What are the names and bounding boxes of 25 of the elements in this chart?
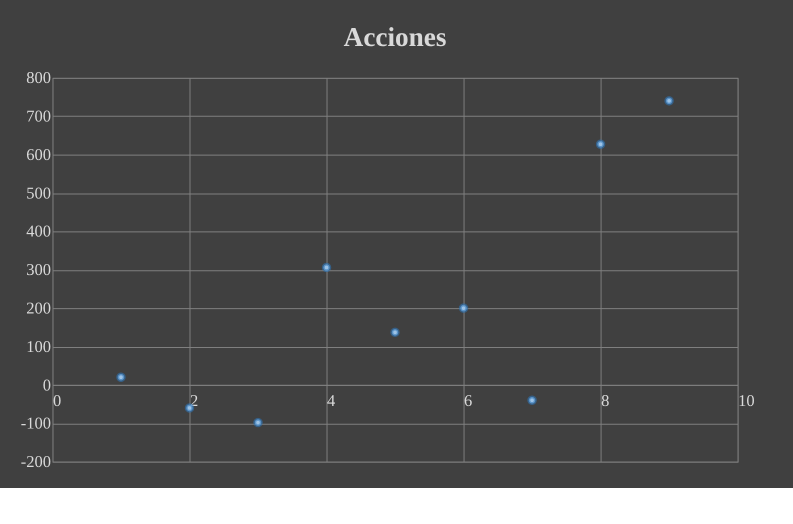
y-tick-label: 200	[26, 298, 52, 318]
y-tick-label: 100	[26, 336, 52, 356]
y-tick-label: 400	[26, 222, 52, 241]
y-tick-label: 600	[26, 144, 52, 164]
y-tick-label: 300	[26, 260, 52, 280]
point	[253, 418, 263, 428]
x-tick-label: 10	[738, 390, 755, 410]
chart-title: Acciones	[344, 22, 446, 52]
point	[390, 328, 400, 338]
y-tick-label: 500	[26, 183, 52, 202]
point	[527, 396, 537, 405]
x-tick-label: 2	[190, 390, 198, 410]
y-tick-label: 700	[26, 106, 52, 126]
point	[596, 140, 606, 149]
y-tick-label: -100	[20, 414, 52, 433]
point	[322, 262, 332, 272]
y-tick-label: -200	[20, 452, 52, 472]
point	[458, 303, 468, 313]
x-tick-label: 8	[601, 390, 610, 410]
point	[664, 96, 674, 106]
x-tick-label: 6	[464, 390, 472, 410]
y-tick-label: 0	[42, 375, 52, 394]
y-tick-label: 800	[26, 68, 52, 88]
x-tick-label: 4	[327, 390, 336, 410]
point	[116, 372, 126, 382]
